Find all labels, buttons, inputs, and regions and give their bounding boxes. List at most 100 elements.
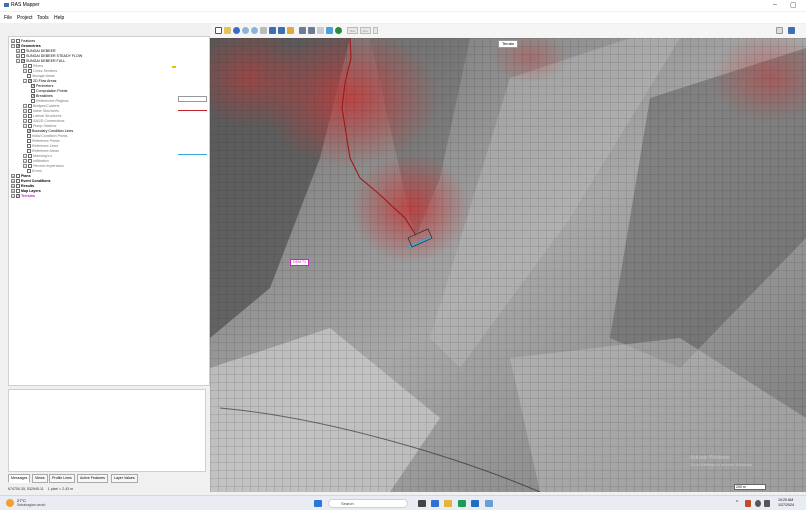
checkbox[interactable] — [31, 89, 35, 94]
taskbar-search[interactable]: Search — [328, 499, 408, 508]
menu-file[interactable]: File — [4, 15, 13, 21]
checkbox[interactable] — [16, 189, 20, 194]
tree-perimeters[interactable]: ✓Perimeters — [31, 84, 54, 89]
expand-icon[interactable]: + — [11, 194, 15, 199]
checkbox[interactable] — [21, 49, 25, 54]
checkbox[interactable] — [28, 119, 32, 124]
tree-geom1[interactable]: + SUNGAI DEBEER — [16, 49, 56, 54]
map-canvas[interactable]: Terrain DEM 71 Activate Windows Go to Se… — [210, 38, 806, 492]
menu-help[interactable]: Help — [54, 15, 65, 21]
clock-time[interactable]: 10:20 AM — [778, 498, 794, 502]
tree-geometries[interactable]: − ✓Geometries — [11, 44, 41, 49]
ras-mapper-taskbar-icon[interactable] — [485, 500, 493, 507]
expand-icon[interactable]: + — [23, 109, 27, 114]
checkbox[interactable]: ✓ — [31, 94, 35, 99]
expand-icon[interactable]: + — [11, 189, 15, 194]
checkbox[interactable] — [27, 74, 31, 79]
panel-toggle-icon[interactable] — [776, 27, 783, 34]
edge-icon[interactable] — [458, 500, 466, 507]
tree-reference-lines[interactable]: Reference Lines — [27, 144, 58, 149]
checkbox[interactable]: ✓ — [27, 129, 31, 134]
menu-project[interactable]: Project — [17, 15, 33, 21]
checkbox[interactable] — [16, 184, 20, 189]
volume-icon[interactable] — [764, 500, 770, 507]
collapse-icon[interactable]: − — [16, 59, 20, 64]
zoom-in-icon[interactable] — [242, 27, 249, 34]
tree-initial-condition-points[interactable]: Initial Condition Points — [27, 134, 68, 139]
tree-breaklines[interactable]: ✓Breaklines — [31, 94, 53, 99]
checkbox[interactable]: ✓ — [16, 44, 20, 49]
pin-icon[interactable] — [788, 27, 795, 34]
expand-icon[interactable]: + — [23, 119, 27, 124]
checkbox[interactable]: ✓ — [31, 84, 35, 89]
widgets-icon[interactable] — [431, 500, 439, 507]
pan-tool-icon[interactable] — [224, 27, 231, 34]
layer-icon[interactable] — [287, 27, 294, 34]
tab-layer-values[interactable]: Layer Values — [111, 474, 138, 483]
minimize-button[interactable]: – — [773, 1, 777, 8]
tree-inline-structures[interactable]: + Inline Structures — [23, 109, 59, 114]
restore-button[interactable]: ▢ — [790, 2, 797, 9]
time-box-2[interactable]: Max — [360, 27, 371, 34]
checkbox[interactable]: ✓ — [28, 79, 32, 84]
zoom-out-icon[interactable] — [251, 27, 258, 34]
expand-icon[interactable]: + — [23, 154, 27, 159]
collapse-icon[interactable]: − — [11, 44, 15, 49]
tree-features[interactable]: + Features — [11, 39, 36, 44]
checkbox[interactable] — [28, 124, 32, 129]
checkbox[interactable] — [27, 144, 31, 149]
clock-date[interactable]: 1/27/2024 — [778, 503, 794, 507]
checkbox[interactable] — [28, 114, 32, 119]
messages-panel[interactable] — [8, 389, 206, 472]
tree-reference-areas[interactable]: Reference Areas — [27, 149, 59, 154]
checkbox[interactable] — [16, 179, 20, 184]
forward-arrow-icon[interactable] — [278, 27, 285, 34]
checkbox[interactable] — [27, 169, 31, 174]
checkbox[interactable] — [28, 104, 32, 109]
expand-icon[interactable]: + — [23, 64, 27, 69]
start-icon[interactable] — [314, 500, 322, 507]
tree-results[interactable]: + Results — [11, 184, 34, 189]
checkbox[interactable] — [28, 159, 32, 164]
table-icon[interactable] — [308, 27, 315, 34]
tree-errors[interactable]: Errors — [27, 169, 42, 174]
checkbox[interactable] — [28, 154, 32, 159]
full-extent-icon[interactable] — [260, 27, 267, 34]
expand-icon[interactable]: + — [11, 174, 15, 179]
checkbox[interactable] — [28, 69, 32, 74]
tree-storage-areas[interactable]: Storage Areas — [27, 74, 55, 79]
checkbox[interactable] — [16, 39, 20, 44]
menu-tools[interactable]: Tools — [37, 15, 49, 21]
checkbox[interactable] — [27, 134, 31, 139]
expand-icon[interactable]: + — [23, 69, 27, 74]
tree-2d-flow-areas[interactable]: − ✓2D Flow Areas — [23, 79, 57, 84]
tab-messages[interactable]: Messages — [8, 474, 31, 483]
expand-icon[interactable]: + — [23, 124, 27, 129]
tree-cross-sections[interactable]: + Cross Sections — [23, 69, 58, 74]
weather-icon[interactable] — [6, 499, 14, 507]
tree-map-layers[interactable]: + Map Layers — [11, 189, 41, 194]
tree-percent-impervious[interactable]: + Percent Impervious — [23, 164, 64, 169]
tree-plans[interactable]: + Plans — [11, 174, 31, 179]
tree-event-conditions[interactable]: + Event Conditions — [11, 179, 51, 184]
file-explorer-icon[interactable] — [444, 500, 452, 507]
expand-icon[interactable]: + — [11, 39, 15, 44]
tab-profile-lines[interactable]: Profile Lines — [49, 474, 75, 483]
tree-lateral-structures[interactable]: + Lateral Structures — [23, 114, 62, 119]
checkbox[interactable] — [21, 54, 25, 59]
time-box-3[interactable] — [373, 27, 378, 34]
checkbox[interactable]: ✓ — [16, 194, 20, 199]
tree-terrains[interactable]: + ✓Terrains — [11, 194, 35, 199]
checkbox[interactable] — [27, 139, 31, 144]
expand-icon[interactable]: + — [23, 164, 27, 169]
back-arrow-icon[interactable] — [269, 27, 276, 34]
measure-icon[interactable] — [317, 27, 324, 34]
tree-rivers[interactable]: + Rivers — [23, 64, 44, 69]
checkbox[interactable] — [27, 149, 31, 154]
task-view-icon[interactable] — [418, 500, 426, 507]
tree-bc-lines[interactable]: ✓Boundary Condition Lines — [27, 129, 74, 134]
tree-computation-points[interactable]: Computation Points — [31, 89, 67, 94]
checkbox[interactable] — [28, 109, 32, 114]
checkbox[interactable]: ✓ — [21, 59, 25, 64]
refresh-icon[interactable] — [335, 27, 342, 34]
